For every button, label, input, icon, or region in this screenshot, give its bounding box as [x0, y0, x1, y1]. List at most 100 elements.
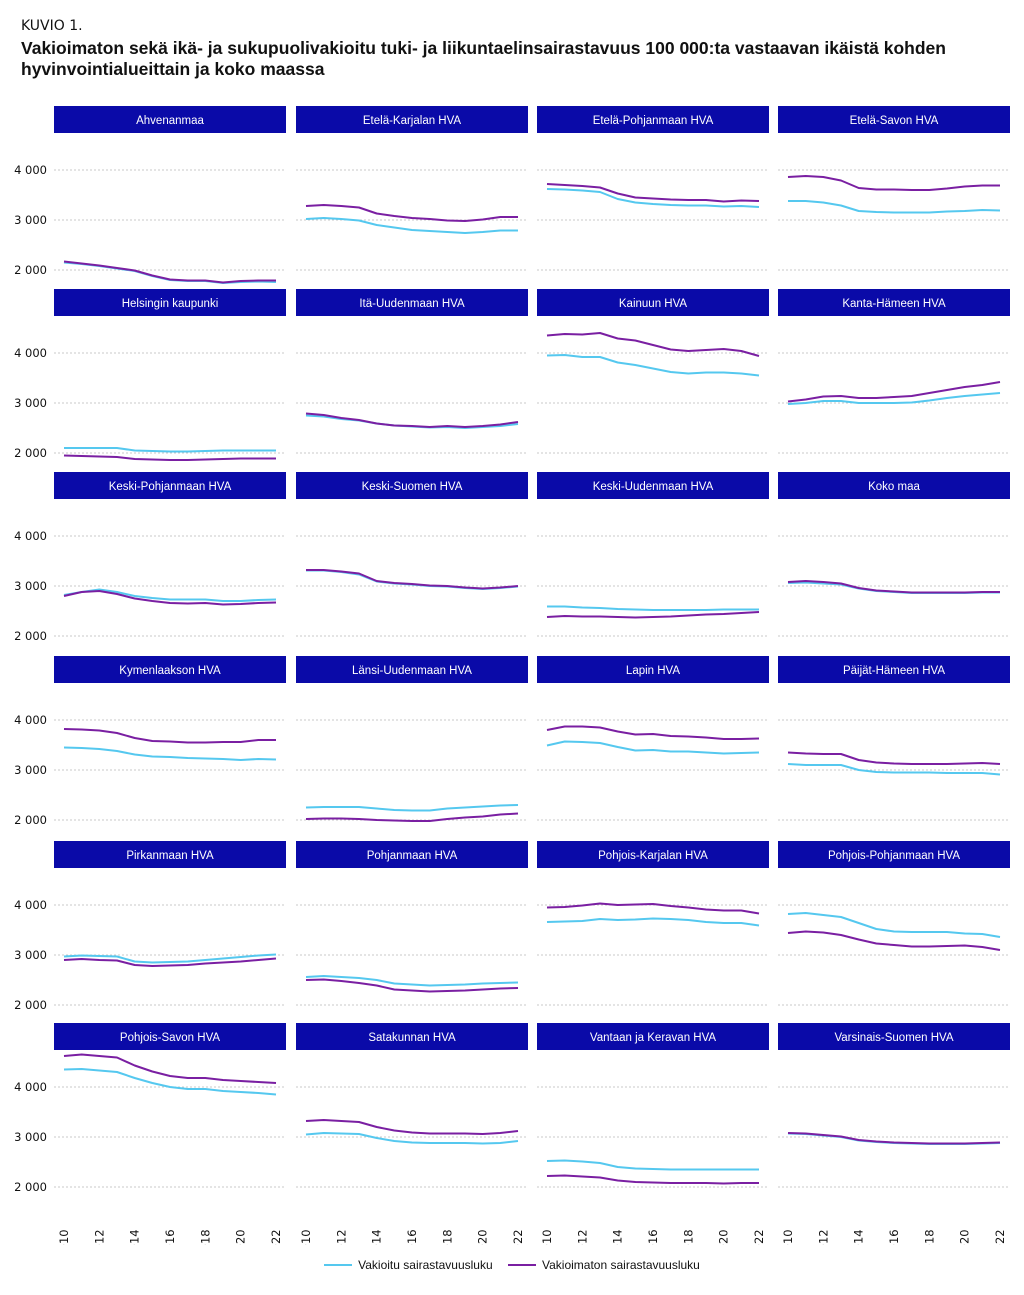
legend-item-vakioitu: Vakioitu sairastavuusluku — [324, 1258, 493, 1272]
x-tick-label: 2016 — [405, 1229, 419, 1245]
facet-strip — [54, 1023, 286, 1050]
facet-strip-label: Varsinais-Suomen HVA — [834, 1032, 953, 1044]
facet-strip — [296, 1023, 528, 1050]
facet-strip — [778, 289, 1010, 316]
series-line-vakioimaton — [305, 412, 519, 428]
facet-strip-label: Länsi-Uudenmaan HVA — [352, 665, 472, 677]
facet-strip-label: Etelä-Savon HVA — [850, 115, 939, 127]
y-tick-label: 3 000 — [14, 763, 47, 777]
facet-strip-label: Keski-Pohjanmaan HVA — [109, 481, 232, 493]
figure-label: KUVIO 1. — [21, 18, 83, 34]
facet-strip-label: Etelä-Karjalan HVA — [363, 115, 462, 127]
facet-strip — [537, 289, 769, 316]
x-tick-label: 2012 — [334, 1229, 348, 1245]
x-tick-label: 2014 — [852, 1229, 866, 1245]
facet-strip-label: Keski-Suomen HVA — [362, 481, 463, 493]
series-line-vakioitu — [546, 740, 760, 755]
x-tick-label: 2010 — [299, 1229, 313, 1245]
series-line-vakioimaton — [787, 751, 1001, 765]
facet-strip-label: Vantaan ja Keravan HVA — [590, 1032, 716, 1044]
x-tick-label: 2018 — [681, 1229, 695, 1245]
facet-strip-label: Päijät-Hämeen HVA — [843, 665, 945, 677]
facet-strip — [537, 841, 769, 868]
series-line-vakioimaton — [305, 204, 518, 222]
series-line-vakioimaton — [787, 930, 1001, 951]
series-line-vakioitu — [547, 605, 759, 611]
facet-strip — [778, 841, 1010, 868]
chart-title: Vakioimaton sekä ikä- ja sukupuolivakioi… — [21, 38, 946, 79]
y-tick-label: 3 000 — [14, 579, 47, 593]
facet-strip — [778, 472, 1010, 499]
series-line-vakioimaton — [787, 1132, 1001, 1145]
facet-strip — [778, 106, 1010, 133]
facet-strip-label: Pohjanmaan HVA — [367, 850, 458, 862]
series-line-vakioitu — [63, 953, 277, 964]
chart-legend: Vakioitu sairastavuusluku Vakioimaton sa… — [0, 1255, 1024, 1272]
facet-strip-label: Kanta-Hämeen HVA — [842, 298, 946, 310]
y-tick-label: 4 000 — [14, 713, 47, 727]
series-line-vakioimaton — [63, 957, 277, 967]
x-tick-label: 2010 — [57, 1229, 71, 1245]
series-line-vakioimaton — [787, 175, 1000, 191]
figure-header: KUVIO 1. Vakioimaton sekä ikä- ja sukupu… — [21, 18, 1011, 80]
series-line-vakioimaton — [305, 1119, 519, 1135]
series-line-vakioimaton — [63, 590, 277, 606]
series-line-vakioimaton — [546, 1174, 759, 1185]
x-tick-label: 2022 — [752, 1229, 766, 1245]
facet-strip — [54, 106, 286, 133]
legend-swatch-vakioitu — [324, 1264, 353, 1266]
series-line-vakioimaton — [306, 569, 519, 590]
y-tick-label: 4 000 — [14, 1080, 47, 1094]
facet-strip — [537, 106, 769, 133]
x-tick-label: 2016 — [887, 1229, 901, 1245]
y-tick-label: 3 000 — [14, 1130, 47, 1144]
x-tick-label: 2014 — [611, 1229, 625, 1245]
series-line-vakioimaton — [546, 332, 760, 357]
facet-strip-label: Itä-Uudenmaan HVA — [359, 298, 465, 310]
series-line-vakioimaton — [63, 728, 276, 744]
series-line-vakioimaton — [546, 611, 760, 619]
series-line-vakioitu — [546, 917, 760, 927]
series-line-vakioitu — [546, 188, 760, 208]
facet-strip-label: Keski-Uudenmaan HVA — [593, 481, 714, 493]
y-tick-label: 2 000 — [14, 813, 47, 827]
facet-strip-label: Kainuun HVA — [619, 298, 688, 310]
series-line-vakioimaton — [546, 725, 760, 740]
legend-label-vakioitu: Vakioitu sairastavuusluku — [358, 1258, 493, 1272]
series-line-vakioitu — [63, 746, 277, 761]
series-line-vakioitu — [63, 1068, 277, 1096]
facet-strip — [296, 656, 528, 683]
series-line-vakioitu — [787, 392, 1001, 405]
y-tick-label: 3 000 — [14, 213, 47, 227]
y-tick-label: 4 000 — [14, 529, 47, 543]
x-tick-label: 2020 — [958, 1229, 972, 1245]
y-tick-label: 4 000 — [14, 898, 47, 912]
y-tick-label: 4 000 — [14, 346, 47, 360]
facet-strip — [537, 1023, 769, 1050]
x-tick-label: 2012 — [92, 1229, 106, 1245]
x-tick-label: 2010 — [540, 1229, 554, 1245]
facet-strip-label: Pohjois-Pohjanmaan HVA — [828, 850, 960, 862]
series-line-vakioitu — [305, 1132, 519, 1145]
series-line-vakioimaton — [787, 580, 1000, 594]
series-line-vakioitu — [787, 763, 1001, 776]
x-tick-label: 2020 — [476, 1229, 490, 1245]
x-tick-label: 2022 — [993, 1229, 1007, 1245]
y-tick-label: 2 000 — [14, 998, 47, 1012]
facet-strip — [537, 472, 769, 499]
facet-strip — [778, 656, 1010, 683]
series-line-vakioimaton — [63, 260, 276, 284]
series-line-vakioitu — [788, 200, 1001, 214]
facet-strip-label: Pirkanmaan HVA — [126, 850, 214, 862]
facet-strip — [54, 656, 286, 683]
legend-label-vakioimaton: Vakioimaton sairastavuusluku — [542, 1258, 700, 1272]
series-line-vakioitu — [305, 975, 519, 987]
facet-strip-label: Lapin HVA — [626, 665, 680, 677]
series-line-vakioimaton — [546, 902, 760, 915]
x-tick-label: 2012 — [575, 1229, 589, 1245]
y-tick-label: 2 000 — [14, 629, 47, 643]
facet-strip — [537, 656, 769, 683]
facet-strip — [296, 289, 528, 316]
facet-strip-label: Kymenlaakson HVA — [119, 665, 221, 677]
x-tick-label: 2010 — [781, 1229, 795, 1245]
